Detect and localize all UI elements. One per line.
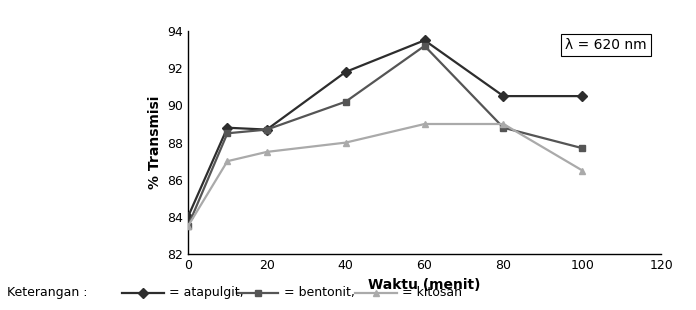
Text: λ = 620 nm: λ = 620 nm [565,38,647,52]
Text: = atapulgit,: = atapulgit, [169,286,244,299]
Text: = kitosan: = kitosan [402,286,462,299]
Text: Keterangan :: Keterangan : [7,286,91,299]
X-axis label: Waktu (menit): Waktu (menit) [368,278,481,292]
Y-axis label: % Transmisi: % Transmisi [148,96,161,189]
Text: = bentonit,: = bentonit, [284,286,355,299]
